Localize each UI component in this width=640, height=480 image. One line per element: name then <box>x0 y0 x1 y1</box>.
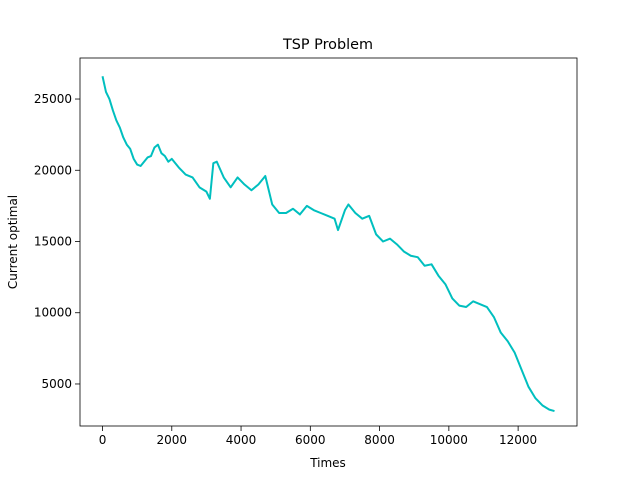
y-axis-label: Current optimal <box>6 195 20 289</box>
x-tick-label: 8000 <box>364 433 395 447</box>
x-tick-label: 2000 <box>157 433 188 447</box>
x-tick-label: 4000 <box>226 433 257 447</box>
axes-frame <box>79 57 578 427</box>
y-tick-label: 10000 <box>34 306 72 320</box>
y-tick-label: 15000 <box>34 235 72 249</box>
chart-title: TSP Problem <box>282 37 373 53</box>
y-tick-label: 25000 <box>34 92 72 106</box>
x-tick-label: 12000 <box>499 433 537 447</box>
plot-area <box>101 76 555 413</box>
data-line <box>101 76 555 413</box>
x-tick-label: 10000 <box>430 433 468 447</box>
x-axis-label: Times <box>309 456 346 470</box>
y-tick-label: 20000 <box>34 163 72 177</box>
x-tick-label: 0 <box>99 433 107 447</box>
x-tick-label: 6000 <box>295 433 326 447</box>
y-tick-label: 5000 <box>41 377 72 391</box>
